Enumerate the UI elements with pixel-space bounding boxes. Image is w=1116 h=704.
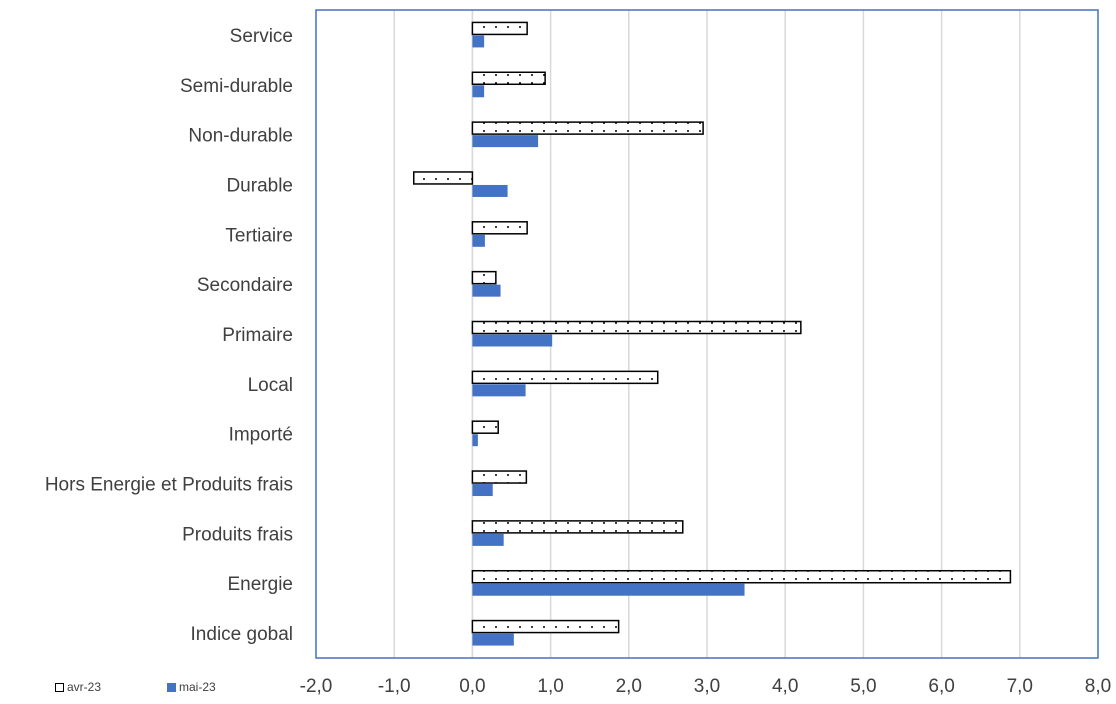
- x-tick-label: 6,0: [928, 676, 954, 697]
- plot-area-frame: [315, 9, 1099, 659]
- x-tick-label: -1,0: [378, 676, 411, 697]
- x-tick-label: 7,0: [1007, 676, 1033, 697]
- bars: [413, 21, 1012, 646]
- x-tick-label: 1,0: [537, 676, 563, 697]
- bar-avr-23: [471, 320, 802, 335]
- bar-avr-23: [471, 270, 497, 285]
- bar-avr-23: [471, 121, 704, 135]
- bar-avr-23: [471, 71, 546, 86]
- x-tick-label: 8,0: [1085, 676, 1111, 697]
- bar-avr-23: [471, 619, 620, 634]
- category-label: Primaire: [222, 325, 293, 346]
- legend-item-avr: avr-23: [55, 680, 101, 694]
- category-label: Service: [230, 26, 293, 47]
- category-label: Non-durable: [188, 126, 293, 147]
- bar-mai-23: [472, 633, 514, 646]
- x-tick-label: 2,0: [616, 676, 642, 697]
- legend-swatch-avr: [55, 682, 64, 692]
- bar-avr-23: [471, 221, 528, 235]
- legend-item-mai: mai-23: [167, 680, 216, 694]
- category-label: Tertiaire: [225, 225, 293, 246]
- category-labels: Service Semi-durable Non-durable Durable Ter…: [45, 26, 293, 645]
- bar-avr-23: [413, 171, 474, 185]
- bar-avr-23: [471, 370, 659, 385]
- x-tick-label: 4,0: [772, 676, 798, 697]
- legend-swatch-mai: [167, 682, 176, 692]
- bar-avr-23: [471, 420, 499, 434]
- x-tick-label: 5,0: [850, 676, 876, 697]
- bar-mai-23: [472, 484, 493, 497]
- category-label: Energie: [228, 574, 294, 595]
- bar-mai-23: [472, 533, 504, 546]
- bar-mai-23: [472, 184, 508, 197]
- bar-mai-23: [472, 583, 745, 596]
- bar-mai-23: [472, 35, 485, 48]
- x-tick-labels: -2,0 -1,0 0,0 1,0 2,0 3,0 4,0 5,0 6,0 7,0 8,0: [300, 676, 1112, 697]
- category-label: Local: [248, 375, 293, 396]
- bar-mai-23: [472, 85, 485, 98]
- bar-avr-23: [471, 520, 684, 534]
- bar-mai-23: [472, 234, 485, 247]
- category-label: Semi-durable: [180, 76, 293, 97]
- bar-mai-23: [472, 284, 501, 297]
- x-tick-label: 3,0: [694, 676, 720, 697]
- category-label: Produits frais: [182, 524, 293, 545]
- category-label: Importé: [229, 425, 293, 446]
- bar-mai-23: [472, 384, 526, 397]
- x-tick-label: 0,0: [459, 676, 485, 697]
- bar-mai-23: [472, 135, 539, 148]
- bar-avr-23: [471, 569, 1012, 584]
- bar-avr-23: [471, 470, 528, 484]
- category-label: Indice gobal: [191, 624, 293, 645]
- x-tick-label: -2,0: [300, 676, 333, 697]
- bar-avr-23: [471, 21, 528, 36]
- bar-mai-23: [472, 434, 478, 447]
- category-label: Durable: [226, 175, 293, 196]
- category-label: Hors Energie et Produits frais: [45, 475, 293, 496]
- legend-label-avr: avr-23: [67, 680, 102, 694]
- category-label: Secondaire: [197, 275, 293, 296]
- legend-label-mai: mai-23: [179, 680, 216, 694]
- bar-mai-23: [472, 334, 553, 347]
